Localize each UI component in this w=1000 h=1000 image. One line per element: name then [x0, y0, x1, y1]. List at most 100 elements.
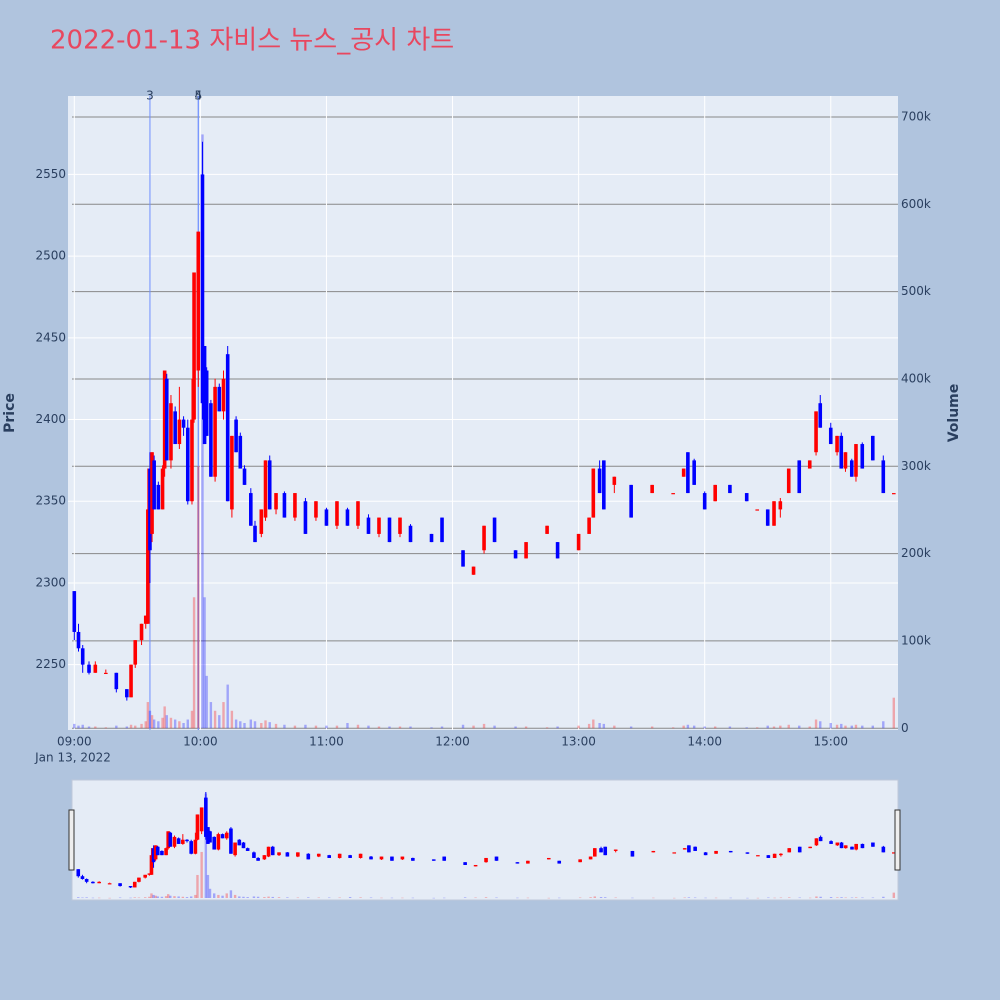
slider-volume-bar [229, 890, 233, 898]
slider-volume-bar [704, 897, 707, 899]
volume-bar [178, 721, 181, 729]
candle-body [267, 460, 272, 510]
candle-body [744, 493, 749, 502]
slider-candle-body [703, 852, 708, 856]
volume-bar [819, 721, 822, 729]
volume-bar [152, 719, 156, 729]
candle-body [492, 517, 497, 543]
candle-body [461, 550, 465, 567]
slider-volume-bar [380, 897, 383, 899]
slider-volume-bar [97, 897, 101, 899]
candle-body [249, 493, 253, 526]
slider-candle-body [358, 853, 363, 858]
volume-bar [283, 724, 286, 729]
slider-volume-bar [208, 888, 212, 898]
slider-candle-body [473, 864, 478, 867]
y2-tick-label: 700k [901, 109, 931, 123]
candle-body [786, 468, 791, 494]
volume-bar [703, 726, 706, 729]
slider-volume-bar [338, 897, 341, 899]
slider-candle-body [515, 862, 520, 864]
slider-volume-bar [194, 894, 197, 898]
candle-body [72, 591, 77, 632]
volume-bar [772, 726, 776, 729]
slider-volume-bar [108, 897, 111, 899]
volume-bar [148, 710, 152, 729]
slider-volume-bar [788, 897, 791, 898]
volume-bar [409, 726, 412, 729]
candle-body [217, 386, 222, 412]
slider-volume-bar [173, 896, 176, 898]
slider-volume-bar [631, 897, 634, 899]
slider-volume-bar [81, 897, 84, 899]
volume-bar [650, 726, 654, 729]
slider-candle-body [306, 853, 311, 860]
candle-body [87, 664, 91, 673]
slider-candle-body [835, 842, 840, 846]
candle-body [213, 386, 217, 477]
slider-volume-bar [652, 897, 655, 899]
candle-body [173, 411, 177, 445]
candle-body [807, 460, 812, 469]
candle-body [148, 468, 152, 551]
slider-handle[interactable] [894, 809, 901, 871]
slider-candle-body [348, 855, 352, 858]
volume-bar [356, 724, 360, 729]
candle-body [93, 664, 98, 673]
slider-volume-bar [746, 897, 749, 899]
slider-volume-bar [593, 896, 596, 898]
slider-volume-bar [225, 893, 228, 898]
slider-volume-bar [558, 897, 561, 899]
volume-bar [218, 715, 221, 729]
slider-candle-body [682, 848, 687, 850]
slider-candle-body [411, 857, 415, 861]
candle-body [843, 452, 848, 469]
volume-bar [213, 710, 217, 729]
volume-bar [144, 721, 147, 729]
slider-volume-bar [85, 897, 88, 898]
slider-candle-body [772, 853, 777, 858]
candle-body [587, 517, 591, 534]
slider-candle-body [850, 846, 854, 850]
slider-candle-body [132, 881, 137, 888]
candle-body [125, 689, 129, 698]
slider-candle-body [369, 856, 373, 860]
volume-bar [87, 726, 91, 729]
candle-body [765, 509, 770, 526]
volume-bar [165, 715, 168, 729]
volume-bar [861, 725, 864, 729]
volume-bar [140, 723, 143, 729]
candle-body [681, 468, 686, 477]
x-tick-label: 15:00 [813, 735, 848, 749]
slider-volume-bar [233, 894, 237, 898]
volume-bar [293, 725, 297, 729]
volume-bar [253, 721, 257, 729]
candle-body [728, 484, 732, 494]
volume-bar [787, 724, 790, 729]
candle-body [591, 468, 596, 518]
slider-volume-bar [526, 897, 530, 899]
slider-volume-bar [432, 897, 435, 899]
slider-handle[interactable] [68, 809, 75, 871]
candle-body [335, 501, 339, 526]
volume-bar [472, 725, 475, 729]
slider-volume-bar [683, 897, 686, 899]
candle-body [129, 664, 133, 698]
slider-volume-bar [484, 897, 488, 898]
slider-candle-body [442, 856, 447, 861]
slider-candle-body [687, 845, 691, 853]
volume-bar [766, 725, 769, 729]
slider-volume-bar [779, 897, 783, 899]
slider-candle-body [316, 853, 321, 857]
candle-body [80, 648, 85, 665]
candle-body [576, 533, 581, 551]
slider-candle-body [262, 855, 267, 860]
y2-tick-label: 0 [901, 721, 909, 735]
slider-volume-bar [154, 895, 157, 898]
volume-bar [150, 715, 154, 729]
volume-bar [602, 723, 606, 729]
slider-candle-body [189, 841, 193, 854]
volume-bar [304, 724, 307, 729]
slider-candle-body [206, 827, 210, 844]
slider-candle-body [84, 879, 89, 882]
